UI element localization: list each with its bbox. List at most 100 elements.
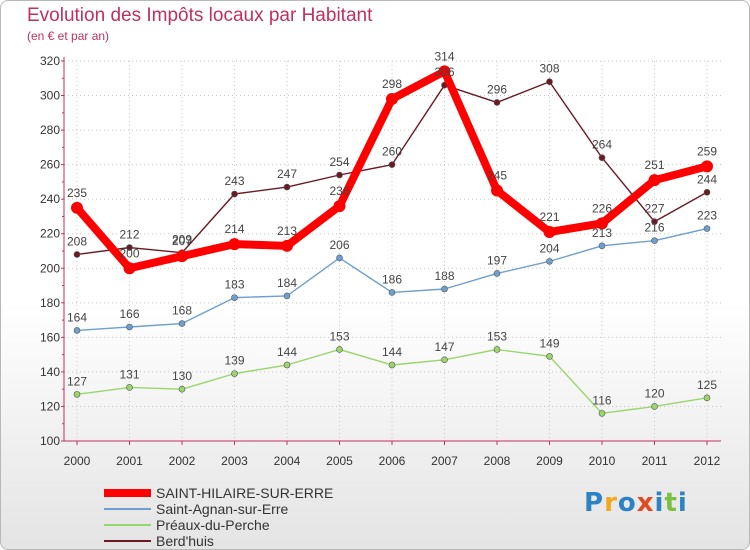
data-point (126, 384, 133, 391)
legend-label: Saint-Agnan-sur-Erre (156, 501, 288, 517)
data-point (493, 270, 501, 277)
data-point (73, 327, 81, 334)
data-label: 235 (67, 186, 87, 200)
data-point (388, 161, 396, 168)
data-point (178, 320, 186, 327)
data-label: 236 (329, 184, 349, 198)
chart-subtitle: (en € et par an) (27, 29, 110, 43)
data-label: 213 (277, 224, 297, 238)
data-label: 206 (329, 238, 349, 252)
data-label: 308 (539, 62, 559, 76)
data-label: 306 (434, 65, 454, 79)
data-label: 200 (119, 246, 139, 260)
data-label: 247 (277, 167, 297, 181)
data-label: 139 (224, 354, 244, 368)
data-point (703, 394, 711, 402)
legend-label: SAINT-HILAIRE-SUR-ERRE (156, 485, 333, 501)
y-tick-label: 300 (40, 89, 60, 103)
data-label: 298 (382, 77, 402, 91)
data-point (336, 171, 343, 179)
y-tick-label: 100 (40, 434, 60, 448)
x-tick-label: 2005 (326, 454, 353, 468)
data-label: 153 (487, 329, 507, 343)
x-tick-label: 2000 (64, 454, 91, 468)
data-point (231, 294, 238, 301)
legend-label: Préaux-du-Perche (156, 517, 270, 533)
chart-title: Evolution des Impôts locaux par Habitant (27, 5, 373, 26)
data-label: 188 (434, 269, 454, 283)
data-point (441, 356, 448, 364)
data-label: 153 (329, 329, 349, 343)
x-tick-label: 2011 (642, 454, 668, 468)
x-tick-label: 2001 (116, 454, 143, 468)
data-point (388, 361, 396, 369)
data-point (126, 244, 133, 251)
data-point (438, 65, 451, 78)
data-point (546, 353, 553, 360)
x-tick-label: 2012 (694, 454, 721, 468)
data-point (493, 99, 501, 106)
data-point (388, 289, 396, 296)
legend-label: Berd'huis (156, 533, 214, 549)
data-point (701, 160, 713, 173)
y-tick-label: 280 (40, 123, 60, 137)
data-label: 184 (277, 276, 297, 290)
y-tick-label: 220 (40, 227, 60, 241)
data-label: 166 (119, 307, 139, 321)
data-label: 168 (172, 304, 192, 318)
data-point (598, 242, 606, 250)
data-point (651, 237, 658, 244)
data-label: 221 (539, 210, 559, 224)
data-label: 183 (224, 278, 244, 292)
x-tick-label: 2009 (536, 454, 563, 468)
data-label: 314 (434, 49, 454, 63)
data-label: 259 (697, 144, 717, 158)
logo-letter: P (584, 488, 605, 518)
data-point (73, 251, 81, 258)
legend: SAINT-HILAIRE-SUR-ERRESaint-Agnan-sur-Er… (104, 485, 333, 549)
data-label: 131 (119, 367, 139, 381)
data-label: 127 (67, 374, 87, 388)
data-point (126, 323, 133, 331)
data-point (546, 258, 553, 265)
data-label: 130 (172, 369, 192, 383)
data-label: 147 (434, 340, 454, 354)
data-label: 186 (382, 272, 402, 286)
data-point (333, 200, 346, 213)
x-tick-label: 2002 (169, 454, 196, 468)
data-label: 214 (224, 222, 244, 236)
logo-letter: t (664, 488, 678, 518)
data-label: 251 (644, 158, 664, 172)
data-point (703, 188, 711, 196)
axes: 100 120 140 160 180 200 220 240 260 280 300 320 2000… (40, 54, 721, 468)
data-point (336, 254, 343, 262)
data-point (178, 385, 186, 393)
data-label: 216 (644, 221, 664, 235)
data-label: 197 (487, 253, 507, 267)
data-label: 164 (67, 310, 87, 324)
logo-letter: x (636, 488, 655, 518)
data-label: 260 (382, 145, 402, 159)
data-point (283, 183, 291, 191)
data-point (71, 201, 83, 214)
proxiti-logo: Proxiti (584, 488, 688, 518)
x-tick-label: 2004 (274, 454, 301, 468)
data-point (441, 285, 448, 293)
logo-letter: i (654, 488, 665, 518)
data-point (283, 292, 291, 300)
data-label: 243 (224, 174, 244, 188)
data-label: 212 (119, 228, 139, 242)
data-point (386, 93, 398, 105)
data-label: 149 (539, 336, 559, 350)
data-point (491, 184, 503, 197)
y-tick-label: 180 (40, 296, 60, 310)
data-label: 208 (67, 234, 87, 248)
data-label: 209 (172, 233, 192, 247)
x-tick-label: 2006 (379, 454, 406, 468)
data-point (228, 238, 241, 251)
data-labels: 208 212 209 243 247 254 260 306 296 308 264 227 244 1… (67, 49, 717, 407)
y-tick-label: 120 (40, 399, 60, 413)
data-point (73, 391, 81, 398)
